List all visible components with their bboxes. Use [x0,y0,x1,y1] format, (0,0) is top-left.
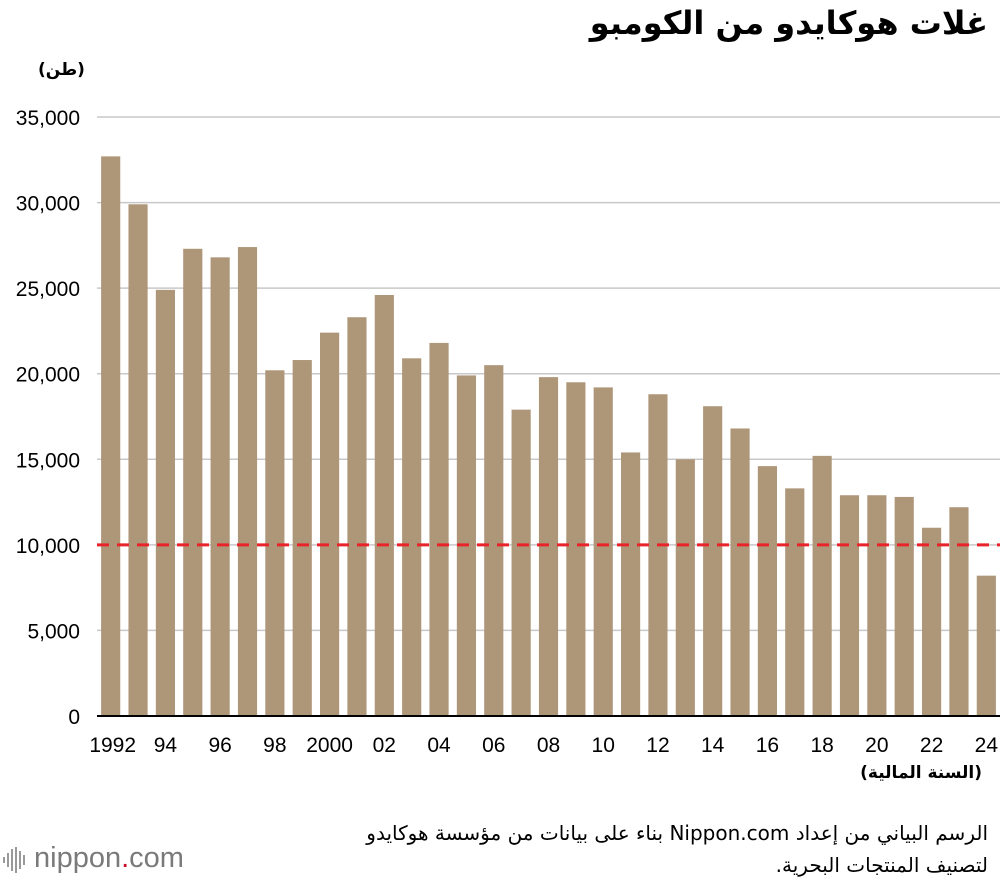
bar-2012 [648,394,668,716]
bar-2024 [976,575,996,716]
x-tick-label: 16 [756,734,779,757]
logo-dot: . [121,842,130,874]
y-tick-label: 30,000 [16,193,80,216]
bar-2006 [484,365,504,716]
bar-1993 [128,204,148,717]
x-tick-label: 14 [701,734,725,757]
bar-2023 [949,507,969,716]
nippon-logo: nippon. com [2,842,184,875]
bar-2017 [785,488,805,716]
bar-1995 [183,248,203,716]
bar-2020 [867,495,887,716]
x-tick-label: 1992 [89,734,136,757]
bars [101,156,996,717]
x-tick-label: 98 [263,734,286,757]
x-tick-label: 94 [154,734,178,757]
bar-2013 [675,459,695,716]
bar-2010 [593,387,613,716]
x-tick-label: 06 [482,734,505,757]
bar-1998 [265,370,285,716]
logo-tld: com [129,842,184,874]
x-tick-label: 96 [208,734,231,757]
x-tick-label: 24 [975,734,999,757]
bar-1994 [155,289,175,716]
kombu-yield-bar-chart: 0 5,000 10,000 15,000 20,000 25,000 30,000 35,0… [16,107,1000,757]
bar-2014 [703,406,723,716]
y-tick-label: 15,000 [16,449,80,472]
bar-1999 [292,360,312,716]
y-tick-label: 5,000 [27,620,80,643]
bar-2002 [374,294,394,716]
x-tick-label: 10 [592,734,615,757]
bar-2001 [347,317,367,716]
bar-2011 [621,452,641,716]
bar-2004 [429,342,449,716]
y-tick-label: 0 [68,706,80,729]
y-tick-label: 25,000 [16,278,80,301]
bar-1997 [237,247,258,716]
logo-text: nippon [34,842,122,874]
bar-2018 [812,455,832,716]
x-tick-label: 12 [646,734,669,757]
x-tick-label: 18 [810,734,833,757]
bar-2016 [757,466,777,716]
y-tick-label: 20,000 [16,364,80,387]
nippon-logo-mark-icon [3,846,25,873]
bar-2022 [922,527,942,716]
bar-2007 [511,409,531,716]
chart-title: غلات هوكايدو من الكومبو [589,4,988,42]
bar-2000 [320,332,340,716]
bar-2008 [538,377,559,716]
bar-2003 [402,358,422,716]
x-tick-label: 02 [373,734,396,757]
x-axis-ticks: 1992 94 96 98 2000 02 04 06 08 10 12 14 16 18 20 22 24 [89,734,998,757]
x-tick-label: 22 [920,734,943,757]
x-tick-label: 08 [537,734,560,757]
source-note: الرسم البياني من إعداد Nippon.com بناء ع… [366,821,988,877]
x-tick-label: 2000 [306,734,353,757]
y-tick-label: 35,000 [16,107,80,130]
y-axis-unit-label: (طن) [38,60,85,80]
x-axis-label: (السنة المالية) [860,763,982,783]
y-axis-ticks: 0 5,000 10,000 15,000 20,000 25,000 30,000 35,0… [16,107,80,729]
bar-1996 [210,257,230,716]
bar-2009 [566,382,586,716]
x-tick-label: 04 [427,734,451,757]
bar-2019 [839,495,860,716]
bar-1992 [101,156,121,716]
x-tick-label: 20 [865,734,888,757]
bar-2021 [894,496,914,716]
y-tick-label: 10,000 [16,535,80,558]
bar-2015 [730,428,750,716]
